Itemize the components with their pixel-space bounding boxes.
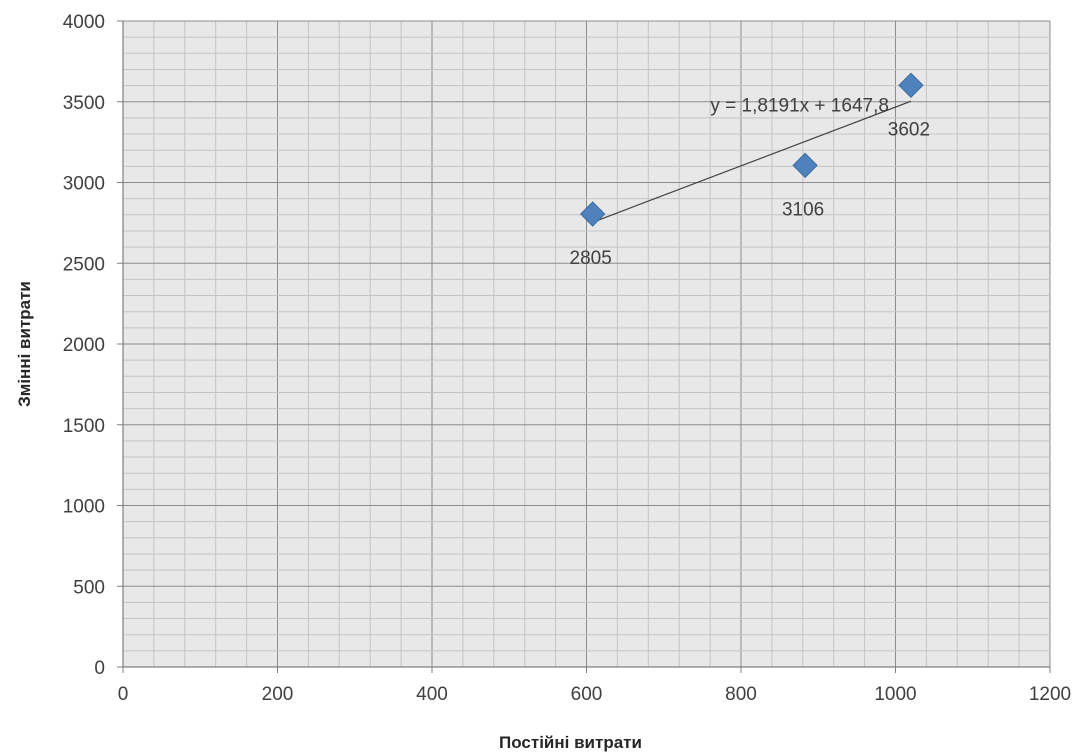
trendline-group: y = 1,8191x + 1647,8	[592, 95, 912, 223]
x-tick-label: 200	[262, 684, 294, 705]
y-tick-label: 2000	[63, 335, 105, 356]
grid	[122, 20, 1051, 668]
data-point-marker	[898, 72, 924, 98]
axes	[117, 20, 1051, 673]
y-tick-label: 3500	[63, 93, 105, 114]
y-tick-label: 1000	[63, 497, 105, 518]
tick-labels: 0 200 400 600 800 1000 1200 0 500 1000 1500 2000 250…	[63, 12, 1071, 705]
data-label: 2805	[570, 248, 612, 269]
trendline-equation: y = 1,8191x + 1647,8	[710, 95, 889, 116]
x-axis-title: Постійні витрати	[499, 733, 642, 752]
x-tick-label: 800	[725, 684, 757, 705]
y-tick-label: 3000	[63, 174, 105, 195]
data-label: 3602	[888, 119, 930, 140]
data-point-marker	[792, 152, 818, 179]
data-labels: 2805 3106 3602	[570, 119, 931, 269]
data-point-marker	[579, 201, 606, 227]
y-tick-label: 4000	[63, 12, 105, 33]
y-tick-label: 500	[73, 577, 105, 598]
x-tick-label: 400	[416, 684, 448, 705]
y-tick-label: 1500	[63, 416, 105, 437]
data-points	[579, 72, 924, 227]
y-tick-label: 0	[94, 658, 105, 679]
y-tick-label: 2500	[63, 254, 105, 275]
x-tick-label: 600	[571, 684, 603, 705]
x-tick-label: 1000	[874, 684, 916, 705]
x-tick-label: 1200	[1029, 684, 1071, 705]
trendline	[592, 100, 912, 223]
x-tick-label: 0	[118, 684, 129, 705]
y-axis-title: Змінні витрати	[15, 281, 34, 407]
data-label: 3106	[782, 199, 824, 220]
